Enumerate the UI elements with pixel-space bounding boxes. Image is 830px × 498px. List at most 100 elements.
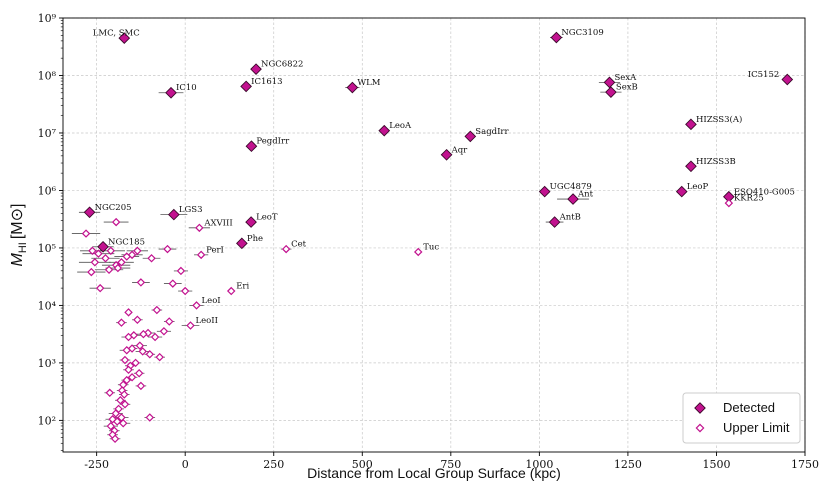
upper-limit-marker-unnamed: [145, 350, 155, 359]
upper-limit-marker-unnamed: [95, 283, 105, 293]
point-label-leot: LeoT: [256, 213, 278, 223]
point-label-ant: Ant: [577, 190, 594, 200]
upper-limit-marker-unnamed: [180, 286, 190, 296]
upper-limit-marker-unnamed: [139, 329, 148, 339]
y-axis-title-unit: [M⊙]: [9, 204, 26, 240]
upper-limit-marker-unnamed: [104, 265, 114, 275]
upper-limit-marker-unnamed: [133, 315, 142, 325]
upper-limit-marker-unnamed: [117, 318, 126, 327]
detected-marker-aqr: [440, 148, 453, 161]
upper-limit-marker-unnamed: [87, 267, 96, 277]
upper-limit-marker-tuc: [413, 247, 423, 257]
upper-limit-marker-unnamed: [135, 341, 145, 350]
upper-limit-marker-unnamed: [150, 332, 160, 342]
upper-limit-marker-unnamed: [117, 258, 126, 267]
detected-marker-sexb: [605, 86, 617, 98]
point-label-ugc4879: UGC4879: [550, 182, 592, 192]
upper-limit-marker-leoi: [192, 301, 201, 310]
point-label-aqr: Aqr: [451, 145, 469, 155]
y-tick-label: 10⁶: [38, 184, 57, 197]
y-tick-label: 10⁵: [38, 242, 56, 255]
point-label-sagdirr: SagdIrr: [475, 127, 509, 137]
point-label-wlm: WLM: [357, 78, 380, 88]
upper-limit-marker-leoii: [186, 321, 195, 330]
upper-limit-marker-kkr25: [724, 198, 734, 208]
point-label-ngc3109: NGC3109: [561, 28, 603, 38]
upper-limit-marker-unnamed: [124, 365, 133, 375]
detected-marker-ngc6822: [250, 63, 262, 75]
upper-limit-marker-peri: [196, 250, 206, 260]
upper-limit-marker-unnamed: [81, 229, 91, 238]
upper-limit-marker-unnamed: [147, 254, 156, 263]
upper-limit-marker-unnamed: [90, 258, 100, 267]
detected-marker-ngc185: [97, 240, 109, 253]
y-tick-label: 10³: [38, 357, 56, 370]
detected-marker-phe: [236, 237, 248, 250]
point-label-sexa: SexA: [614, 73, 637, 83]
point-label-leoii: LeoII: [196, 316, 219, 326]
upper-limit-marker-unnamed: [122, 375, 132, 385]
upper-limit-marker-unnamed: [116, 396, 125, 405]
y-axis-title-sub: HI: [17, 242, 29, 253]
legend-label-detected: Detected: [723, 400, 775, 415]
detected-marker-ngc3109: [550, 31, 563, 44]
detected-marker-ic10: [165, 86, 177, 99]
upper-limit-marker-unnamed: [159, 327, 169, 336]
upper-limit-marker-unnamed: [138, 347, 147, 356]
detected-marker-wlm: [346, 81, 359, 94]
tick-layer: -250 0 250 500 750 1000 1250 1500 1750 10² 10³ 10⁴ 1…: [38, 12, 819, 471]
y-tick-label: 10⁸: [38, 69, 57, 82]
upper-limit-marker-unnamed: [136, 278, 146, 287]
upper-limit-marker-unnamed: [113, 263, 123, 273]
legend-marker-detected: [694, 402, 706, 414]
upper-limit-marker-unnamed: [176, 266, 186, 276]
upper-limit-marker-unnamed: [111, 217, 121, 227]
upper-limit-marker-unnamed: [127, 344, 137, 353]
detected-marker-sexa: [603, 76, 616, 89]
upper-limit-marker-eri: [226, 286, 236, 296]
point-label-antb: AntB: [559, 213, 581, 223]
marker-layer: [81, 31, 794, 444]
detected-marker-antb: [548, 216, 561, 228]
point-label-tuc: Tuc: [423, 242, 439, 252]
detected-marker-lgs3: [168, 208, 180, 221]
y-tick-label: 10⁴: [38, 299, 57, 312]
detected-marker-ic1613: [240, 80, 252, 93]
detected-marker-lmc-smc: [118, 32, 131, 44]
detected-marker-hizss3-a-: [685, 118, 697, 131]
point-label-kkr25: KKR25: [734, 194, 764, 204]
point-label-pegdirr: PegdIrr: [256, 137, 290, 147]
upper-limit-marker-unnamed: [112, 417, 122, 426]
upper-limit-marker-unnamed: [134, 368, 144, 378]
detected-marker-sagdirr: [464, 130, 477, 143]
y-tick-label: 10⁷: [38, 127, 57, 140]
detected-marker-ugc4879: [538, 185, 551, 198]
upper-limit-marker-unnamed: [127, 373, 137, 382]
y-axis-title: MHI [M⊙]: [9, 204, 29, 267]
point-label-cet: Cet: [291, 240, 307, 250]
upper-limit-marker-unnamed: [124, 332, 133, 342]
point-label-eso410-g005: ESO410-G005: [734, 187, 795, 197]
detected-marker-hizss3b: [685, 160, 697, 173]
x-tick-label: 1750: [791, 458, 819, 471]
upper-limit-marker-axviii: [195, 223, 204, 233]
upper-limit-marker-unnamed: [110, 434, 120, 444]
point-label-hizss3b: HIZSS3B: [696, 157, 736, 167]
upper-limit-marker-unnamed: [163, 244, 172, 254]
upper-limit-marker-unnamed: [168, 279, 178, 288]
upper-limit-marker-unnamed: [88, 246, 97, 256]
point-label-eri: Eri: [236, 282, 249, 292]
x-tick-label: 1500: [702, 458, 730, 471]
detected-marker-ngc205: [83, 206, 96, 219]
upper-limit-marker-cet: [281, 244, 291, 254]
y-tick-label: 10²: [38, 414, 56, 427]
point-label-ngc185: NGC185: [108, 237, 145, 247]
upper-limit-marker-unnamed: [155, 352, 164, 362]
grid-layer: [63, 17, 806, 452]
legend-box: [682, 392, 801, 444]
x-tick-label: 1250: [614, 458, 642, 471]
upper-limit-marker-unnamed: [152, 305, 162, 315]
point-label-peri: PerI: [206, 245, 224, 255]
upper-limit-marker-unnamed: [165, 317, 174, 326]
